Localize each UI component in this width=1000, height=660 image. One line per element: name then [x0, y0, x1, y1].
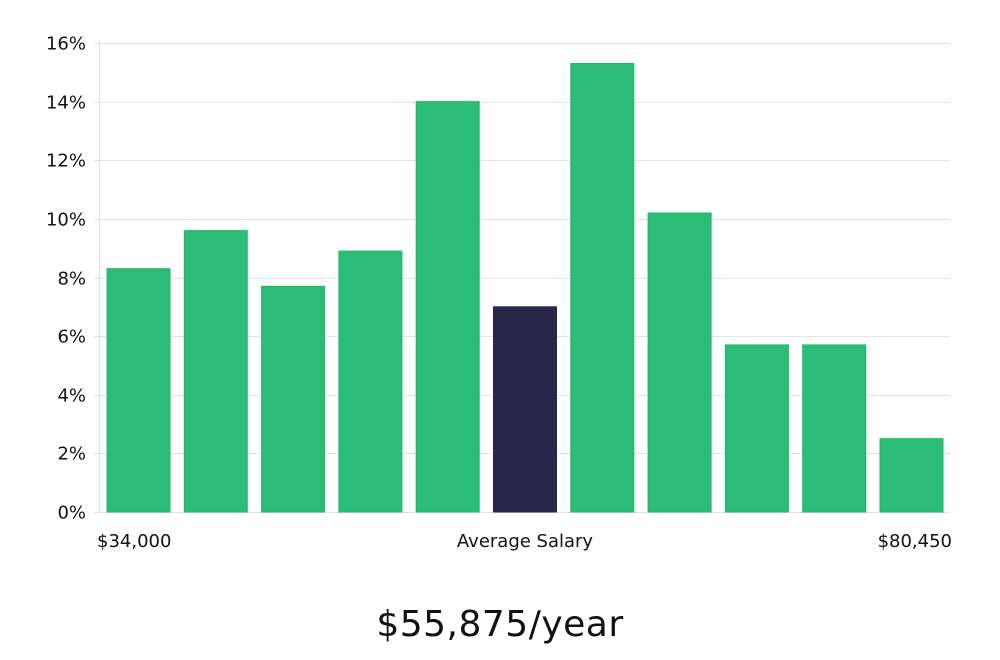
y-tick-label-10: 10%	[46, 210, 86, 231]
bar-8	[647, 212, 712, 513]
y-axis-ticks: 0% 2% 4% 6% 8% 10% 12% 14% 16%	[46, 34, 100, 524]
y-tick-label-16: 16%	[46, 34, 86, 55]
bar-10	[802, 344, 867, 513]
bar-1	[106, 268, 171, 513]
x-axis-max-label: $80,450	[878, 531, 952, 552]
y-tick-label-6: 6%	[57, 327, 86, 348]
bar-highlighted-average	[493, 306, 557, 513]
bar-7	[570, 63, 635, 513]
y-tick-label-0: 0%	[57, 503, 86, 524]
bar-9	[724, 344, 789, 513]
bars	[106, 63, 944, 513]
average-salary-value: $55,875/year	[376, 604, 624, 645]
bar-4	[338, 250, 403, 513]
bar-11	[879, 438, 944, 513]
y-tick-label-4: 4%	[57, 386, 86, 407]
bar-2	[183, 230, 248, 513]
y-tick-label-14: 14%	[46, 93, 86, 114]
salary-distribution-chart: 0% 2% 4% 6% 8% 10% 12% 14% 16% $34,000 Average S…	[46, 34, 952, 553]
x-axis-min-label: $34,000	[97, 531, 171, 552]
bar-5	[415, 101, 480, 513]
x-axis-center-label: Average Salary	[457, 531, 594, 552]
y-tick-label-2: 2%	[57, 444, 86, 465]
y-tick-label-8: 8%	[57, 269, 86, 290]
y-tick-label-12: 12%	[46, 151, 86, 172]
bar-3	[261, 285, 326, 513]
